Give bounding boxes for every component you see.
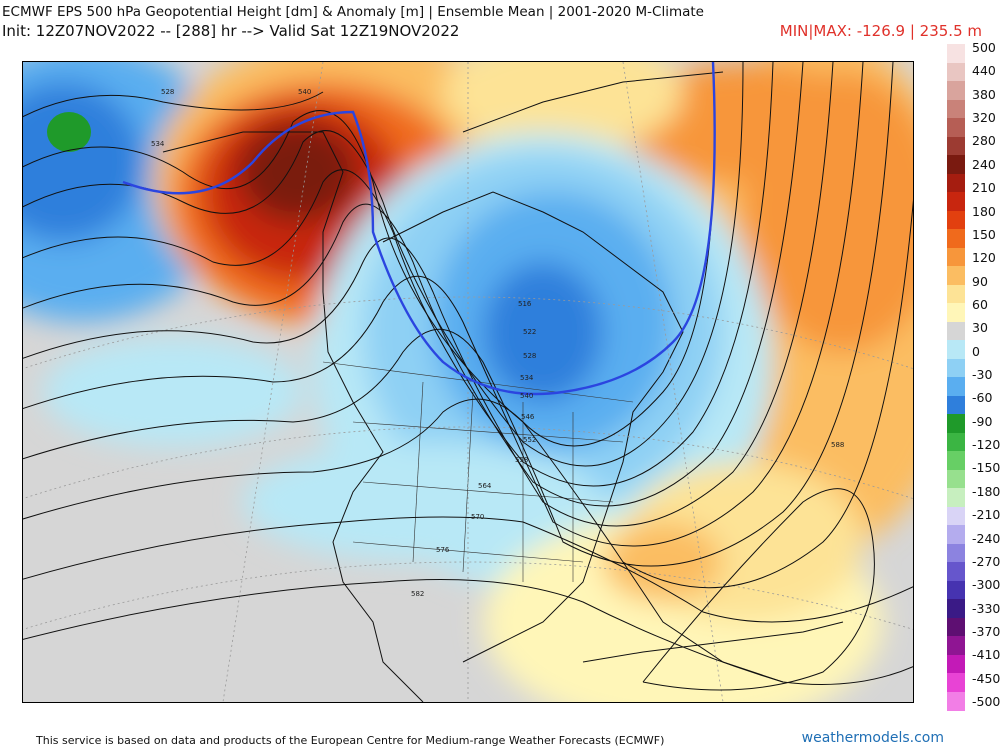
svg-text:564: 564 (478, 482, 492, 490)
colorbar-swatch (947, 136, 965, 156)
colorbar-swatch (947, 192, 965, 211)
svg-text:534: 534 (151, 140, 165, 148)
colorbar-tick-label: 0 (972, 343, 980, 359)
colorbar-swatch (947, 81, 965, 100)
colorbar-tick-label: -270 (972, 553, 1000, 569)
chart-title: ECMWF EPS 500 hPa Geopotential Height [d… (2, 4, 704, 20)
colorbar-tick-label: -500 (972, 694, 1000, 709)
init-valid-time: Init: 12Z07NOV2022 -- [288] hr --> Valid… (2, 22, 460, 40)
colorbar-swatch (947, 488, 965, 507)
colorbar-swatch (947, 321, 965, 341)
colorbar-tick-label: -90 (972, 413, 993, 429)
colorbar-swatch (947, 358, 965, 378)
colorbar-tick-label: 90 (972, 273, 988, 289)
colorbar-swatch (947, 451, 965, 470)
strong-negative-anomaly (47, 112, 91, 152)
svg-text:528: 528 (523, 352, 536, 360)
svg-text:528: 528 (161, 88, 174, 96)
colorbar-tick-label: 500 (972, 40, 996, 55)
forecast-map[interactable]: 528 534 540 516 522 528 534 540 546 552 … (22, 61, 914, 703)
colorbar-tick-label: -450 (972, 670, 1000, 686)
colorbar-tick-label: -150 (972, 460, 1000, 476)
coastlines (162, 71, 844, 702)
colorbar-tick-label: 320 (972, 110, 996, 126)
540dm-contour (122, 62, 716, 396)
svg-text:570: 570 (471, 513, 484, 521)
colorbar-tick-label: 120 (972, 250, 996, 266)
colorbar-swatch (947, 580, 965, 600)
colorbar-swatch (947, 469, 965, 489)
brand-link[interactable]: weathermodels.com (801, 730, 944, 746)
colorbar-swatch (947, 414, 965, 433)
colorbar-tick-label: 240 (972, 156, 996, 172)
colorbar-swatch (947, 395, 965, 415)
colorbar-tick-label: -210 (972, 507, 1000, 523)
svg-text:576: 576 (436, 546, 450, 554)
colorbar-tick-label: -410 (972, 647, 1000, 663)
ecmwf-disclaimer: This service is based on data and produc… (36, 734, 665, 747)
colorbar-tick-label: 180 (972, 203, 996, 219)
colorbar-swatch (947, 155, 965, 174)
colorbar-swatch (947, 303, 965, 322)
colorbar-tick-label: -30 (972, 367, 993, 382)
svg-text:540: 540 (298, 88, 311, 96)
svg-text:522: 522 (523, 328, 536, 336)
colorbar-swatch (947, 673, 965, 692)
colorbar-tick-label: 150 (972, 226, 996, 242)
colorbar-swatch (947, 506, 965, 526)
colorbar-swatch (947, 654, 965, 674)
colorbar-tick-label: -180 (972, 483, 1000, 499)
colorbar-swatch (947, 229, 965, 248)
colorbar-swatch (947, 691, 965, 711)
map-canvas: 528 534 540 516 522 528 534 540 546 552 … (23, 62, 913, 702)
colorbar-tick-label: -120 (972, 437, 1000, 453)
colorbar-swatch (947, 247, 965, 267)
colorbar-tick-label: 210 (972, 180, 996, 196)
colorbar-swatch (947, 432, 965, 452)
colorbar-swatch (947, 617, 965, 637)
colorbar-swatch (947, 99, 965, 119)
colorbar-tick-label: 380 (972, 86, 996, 102)
colorbar-tick-label: -240 (972, 530, 1000, 546)
svg-text:558: 558 (515, 456, 528, 464)
colorbar-swatch (947, 562, 965, 581)
colorbar-swatch (947, 525, 965, 544)
colorbar-swatch (947, 210, 965, 230)
colorbar-swatch (947, 543, 965, 563)
min-max-readout: MIN|MAX: -126.9 | 235.5 m (779, 22, 982, 40)
colorbar-swatch (947, 44, 965, 63)
colorbar-swatch (947, 266, 965, 285)
svg-text:540: 540 (520, 392, 533, 400)
colorbar-tick-label: 280 (972, 133, 996, 149)
height-contours (23, 62, 913, 691)
svg-text:552: 552 (523, 436, 536, 444)
colorbar-swatch (947, 599, 965, 618)
colorbar-swatch (947, 284, 965, 304)
colorbar-tick-label: 440 (972, 63, 996, 79)
svg-text:534: 534 (520, 374, 534, 382)
svg-text:516: 516 (518, 300, 532, 308)
colorbar-swatch (947, 62, 965, 82)
colorbar-tick-label: -300 (972, 577, 1000, 593)
anomaly-colorbar (947, 44, 965, 711)
colorbar-tick-label: -330 (972, 600, 1000, 616)
svg-text:582: 582 (411, 590, 424, 598)
contour-labels: 528 534 540 516 522 528 534 540 546 552 … (151, 88, 844, 598)
colorbar-tick-label: 30 (972, 320, 988, 336)
colorbar-swatch (947, 636, 965, 655)
colorbar-swatch (947, 173, 965, 193)
colorbar-swatch (947, 340, 965, 359)
colorbar-swatch (947, 118, 965, 137)
svg-text:588: 588 (831, 441, 844, 449)
colorbar-tick-label: 60 (972, 296, 988, 312)
colorbar-tick-label: -370 (972, 623, 1000, 639)
colorbar-tick-label: -60 (972, 390, 993, 406)
svg-text:546: 546 (521, 413, 535, 421)
colorbar-swatch (947, 377, 965, 396)
